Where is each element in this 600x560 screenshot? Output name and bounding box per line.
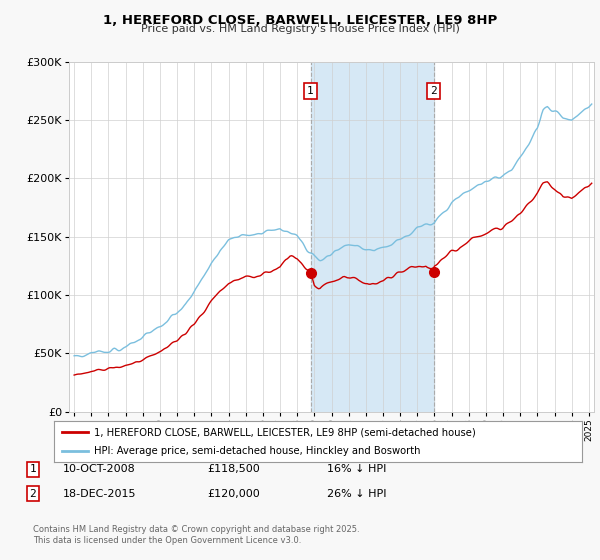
- Text: Contains HM Land Registry data © Crown copyright and database right 2025.
This d: Contains HM Land Registry data © Crown c…: [33, 525, 359, 545]
- Text: 10-OCT-2008: 10-OCT-2008: [63, 464, 136, 474]
- Text: 2: 2: [430, 86, 437, 96]
- Text: HPI: Average price, semi-detached house, Hinckley and Bosworth: HPI: Average price, semi-detached house,…: [94, 446, 420, 456]
- Text: Price paid vs. HM Land Registry's House Price Index (HPI): Price paid vs. HM Land Registry's House …: [140, 24, 460, 34]
- Text: 1: 1: [29, 464, 37, 474]
- Text: 1, HEREFORD CLOSE, BARWELL, LEICESTER, LE9 8HP: 1, HEREFORD CLOSE, BARWELL, LEICESTER, L…: [103, 14, 497, 27]
- Text: 2: 2: [29, 489, 37, 499]
- Text: £118,500: £118,500: [207, 464, 260, 474]
- Text: 1: 1: [307, 86, 314, 96]
- Text: 16% ↓ HPI: 16% ↓ HPI: [327, 464, 386, 474]
- Text: 1, HEREFORD CLOSE, BARWELL, LEICESTER, LE9 8HP (semi-detached house): 1, HEREFORD CLOSE, BARWELL, LEICESTER, L…: [94, 427, 475, 437]
- Bar: [311, 62, 434, 412]
- Text: 26% ↓ HPI: 26% ↓ HPI: [327, 489, 386, 499]
- Text: £120,000: £120,000: [207, 489, 260, 499]
- Text: 18-DEC-2015: 18-DEC-2015: [63, 489, 137, 499]
